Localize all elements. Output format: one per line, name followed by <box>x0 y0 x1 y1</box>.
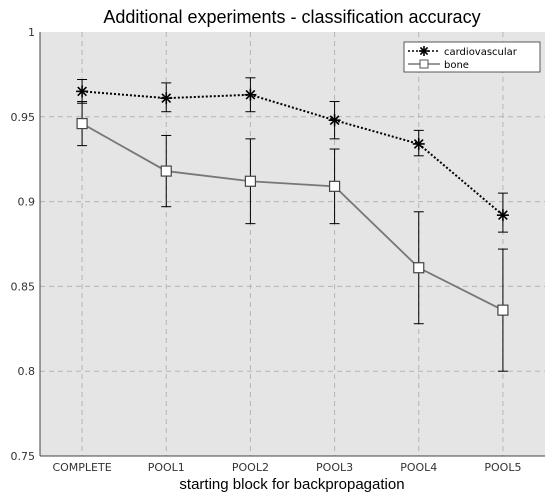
x-tick-label: POOL2 <box>232 461 269 474</box>
data-point-bone <box>413 262 425 274</box>
data-point-cardiovascular <box>244 88 257 101</box>
x-tick-label: COMPLETE <box>52 461 111 474</box>
asterisk-stroke <box>498 210 508 221</box>
data-point-cardiovascular <box>412 137 425 150</box>
data-point-cardiovascular <box>76 85 89 98</box>
x-tick-label: POOL3 <box>316 461 353 474</box>
chart-title: Additional experiments - classification … <box>103 7 480 27</box>
plot-area <box>40 32 545 456</box>
series-layer <box>76 77 509 372</box>
y-tick-label: 0.8 <box>18 365 36 378</box>
x-tick-label: POOL5 <box>484 461 521 474</box>
series-line-bone <box>81 122 504 311</box>
asterisk-stroke <box>77 86 87 97</box>
asterisk-stroke <box>413 139 424 149</box>
asterisk-stroke <box>245 89 256 100</box>
data-point-cardiovascular <box>328 114 341 127</box>
asterisk-stroke <box>329 115 340 126</box>
legend-label-bone: bone <box>444 60 469 71</box>
y-tick-label: 0.85 <box>11 280 36 293</box>
legend-marker-square <box>419 59 429 69</box>
asterisk-stroke <box>419 46 429 56</box>
legend: cardiovascular bone <box>403 41 541 73</box>
y-tick-label: 0.95 <box>11 111 36 124</box>
data-point-bone <box>244 175 257 187</box>
data-point-bone <box>76 117 88 130</box>
legend-asterisk <box>419 46 429 56</box>
y-tick-label: 1 <box>28 26 35 39</box>
x-axis-label: starting block for backpropagation <box>179 476 404 493</box>
x-tick-label: POOL4 <box>400 461 437 474</box>
x-tick-label: POOL1 <box>148 461 185 474</box>
series-line-cardiovascular <box>82 90 504 216</box>
legend-label-cardiovascular: cardiovascular <box>444 47 518 58</box>
data-point-cardiovascular <box>160 92 173 105</box>
axes: 0.75 0.8 0.85 0.9 0.95 1 COMPLETE POOL1 POOL2 POO… <box>11 26 545 474</box>
series-bone <box>76 101 509 372</box>
data-point-cardiovascular <box>496 209 509 222</box>
legend-marker-asterisk <box>419 46 429 56</box>
data-point-bone <box>497 304 509 316</box>
series-cardiovascular <box>76 77 509 233</box>
data-point-bone <box>328 180 341 192</box>
asterisk-stroke <box>161 93 172 104</box>
y-tick-label: 0.9 <box>18 196 36 209</box>
y-tick-label: 0.75 <box>11 450 36 463</box>
data-point-bone <box>160 165 172 177</box>
